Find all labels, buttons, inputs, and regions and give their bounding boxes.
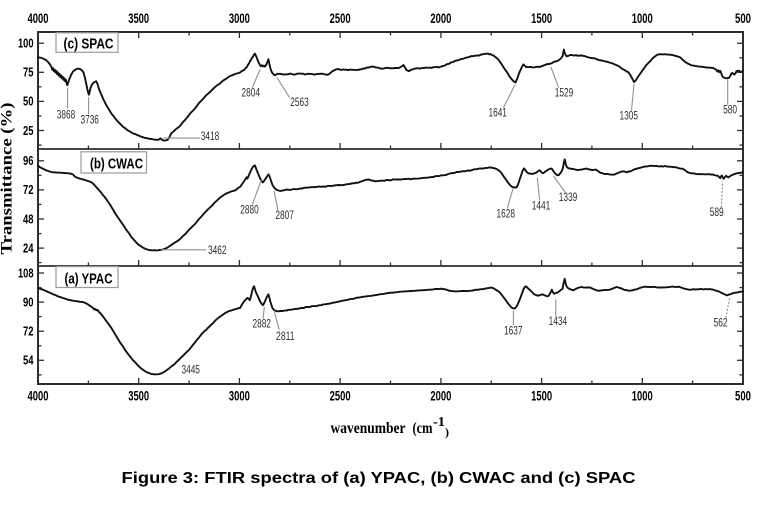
- svg-text:2804: 2804: [242, 85, 261, 99]
- svg-text:1500: 1500: [531, 11, 552, 26]
- svg-text:54: 54: [23, 354, 34, 368]
- svg-text:48: 48: [23, 212, 34, 226]
- svg-text:3000: 3000: [229, 389, 250, 404]
- svg-text:Figure 3: FTIR spectra of (a): Figure 3: FTIR spectra of (a) YPAC, (b) …: [122, 470, 636, 487]
- svg-text:2500: 2500: [330, 389, 351, 404]
- svg-text:3500: 3500: [128, 11, 149, 26]
- svg-text:3418: 3418: [201, 129, 220, 143]
- svg-text:2000: 2000: [430, 389, 451, 404]
- svg-text:589: 589: [710, 205, 724, 219]
- svg-text:96: 96: [23, 154, 34, 168]
- svg-text:90: 90: [23, 295, 34, 309]
- svg-text:2882: 2882: [252, 317, 271, 331]
- svg-text:3445: 3445: [181, 363, 200, 377]
- svg-text:24: 24: [23, 241, 34, 255]
- svg-text:580: 580: [723, 102, 737, 116]
- svg-text:108: 108: [18, 266, 34, 280]
- svg-text:1434: 1434: [549, 314, 568, 328]
- svg-text:4000: 4000: [28, 389, 49, 404]
- svg-text:50: 50: [23, 95, 34, 109]
- svg-text:Transmittance (%): Transmittance (%): [0, 103, 16, 255]
- svg-text:4000: 4000: [28, 11, 49, 26]
- svg-text:72: 72: [23, 325, 34, 339]
- svg-text:1641: 1641: [488, 106, 507, 120]
- svg-text:25: 25: [23, 124, 34, 138]
- svg-text:(c) SPAC: (c) SPAC: [64, 36, 114, 52]
- svg-text:562: 562: [714, 316, 728, 330]
- svg-text:1339: 1339: [559, 190, 578, 204]
- svg-text:2500: 2500: [330, 11, 351, 26]
- svg-text:1500: 1500: [531, 389, 552, 404]
- svg-text:100: 100: [18, 37, 34, 51]
- svg-text:3500: 3500: [128, 389, 149, 404]
- svg-text:3736: 3736: [80, 112, 99, 126]
- svg-text:72: 72: [23, 183, 34, 197]
- svg-text:1628: 1628: [497, 206, 516, 220]
- svg-text:2563: 2563: [290, 95, 309, 109]
- svg-text:(a) YPAC: (a) YPAC: [65, 272, 113, 288]
- svg-text:500: 500: [735, 389, 751, 404]
- svg-text:1305: 1305: [620, 108, 639, 122]
- svg-text:2880: 2880: [240, 202, 259, 216]
- svg-text:2000: 2000: [430, 11, 451, 26]
- svg-text:2811: 2811: [276, 329, 295, 343]
- svg-text:1000: 1000: [632, 389, 653, 404]
- svg-text:wavenumber(cm-1): wavenumber (cm-1): [331, 414, 450, 439]
- svg-text:75: 75: [23, 66, 34, 80]
- svg-text:3000: 3000: [229, 11, 250, 26]
- svg-text:1529: 1529: [555, 85, 574, 99]
- svg-text:3462: 3462: [208, 243, 227, 257]
- svg-text:1000: 1000: [632, 11, 653, 26]
- svg-text:1441: 1441: [532, 198, 551, 212]
- svg-text:2807: 2807: [275, 208, 294, 222]
- svg-text:3868: 3868: [57, 107, 76, 121]
- svg-text:1637: 1637: [504, 323, 523, 337]
- svg-text:(b) CWAC: (b) CWAC: [90, 157, 143, 173]
- svg-text:500: 500: [735, 11, 751, 26]
